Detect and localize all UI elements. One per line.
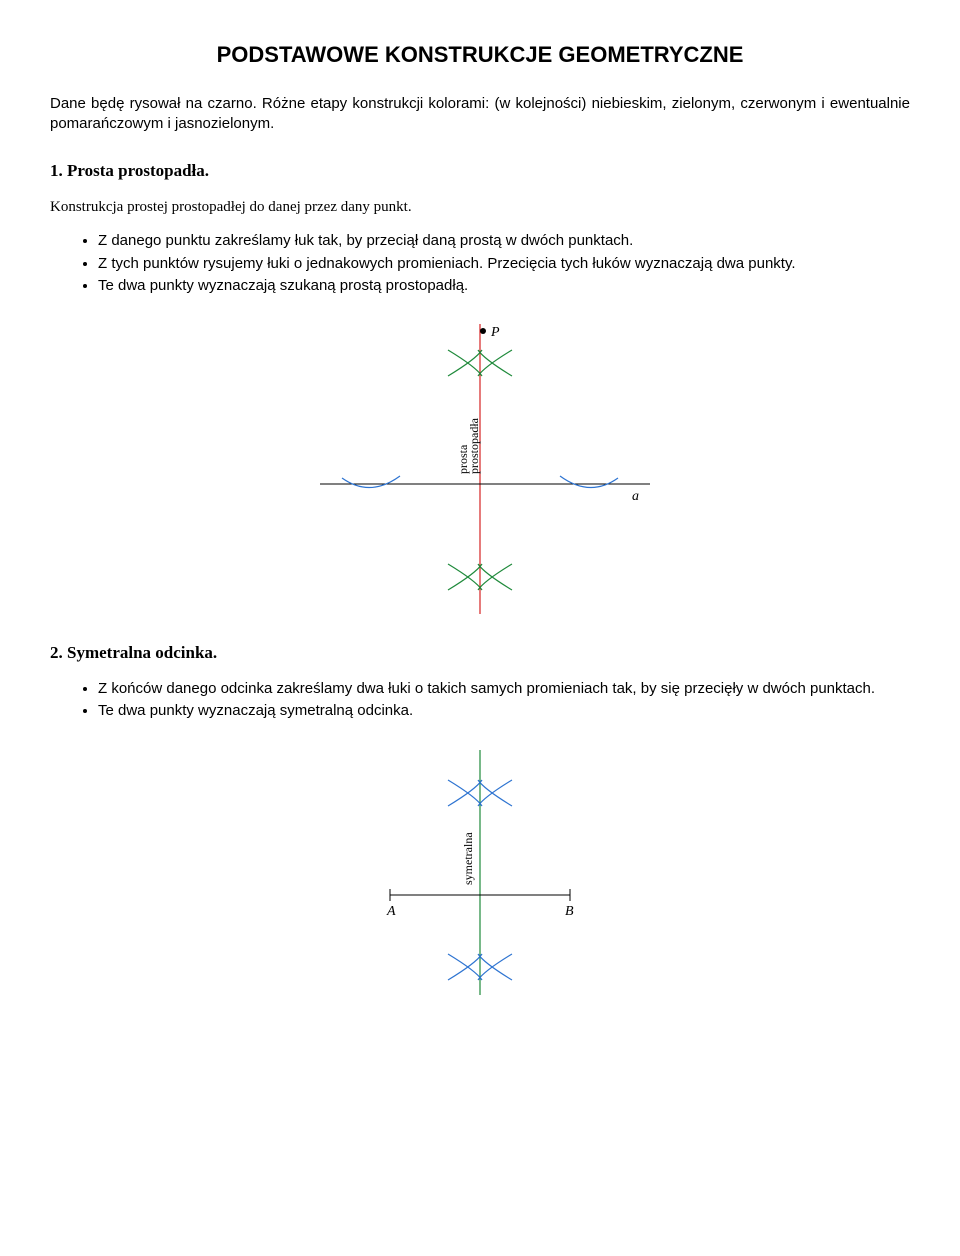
figure-perpendicular: Paprostaprostopadła (260, 314, 700, 624)
list-item: Z tych punktów rysujemy łuki o jednakowy… (98, 254, 910, 274)
svg-text:prostopadła: prostopadła (467, 417, 481, 474)
svg-text:a: a (632, 489, 639, 504)
svg-text:symetralna: symetralna (461, 831, 475, 884)
page-title: PODSTAWOWE KONSTRUKCJE GEOMETRYCZNE (50, 40, 910, 70)
svg-text:A: A (386, 904, 396, 919)
list-item: Z końców danego odcinka zakreślamy dwa ł… (98, 679, 910, 699)
figure-bisector: A Bsymetralna (320, 740, 640, 1000)
list-item: Te dwa punkty wyznaczają symetralną odci… (98, 701, 910, 721)
section1-heading: 1. Prosta prostopadła. (50, 160, 910, 183)
section1-sub: Konstrukcja prostej prostopadłej do dane… (50, 197, 910, 217)
section2-heading: 2. Symetralna odcinka. (50, 642, 910, 665)
list-item: Z danego punktu zakreślamy łuk tak, by p… (98, 231, 910, 251)
intro-text: Dane będę rysował na czarno. Różne etapy… (50, 94, 910, 135)
section2-steps: Z końców danego odcinka zakreślamy dwa ł… (50, 679, 910, 722)
svg-text:P: P (490, 325, 500, 340)
list-item: Te dwa punkty wyznaczają szukaną prostą … (98, 276, 910, 296)
section1-steps: Z danego punktu zakreślamy łuk tak, by p… (50, 231, 910, 296)
svg-text:B: B (565, 904, 574, 919)
